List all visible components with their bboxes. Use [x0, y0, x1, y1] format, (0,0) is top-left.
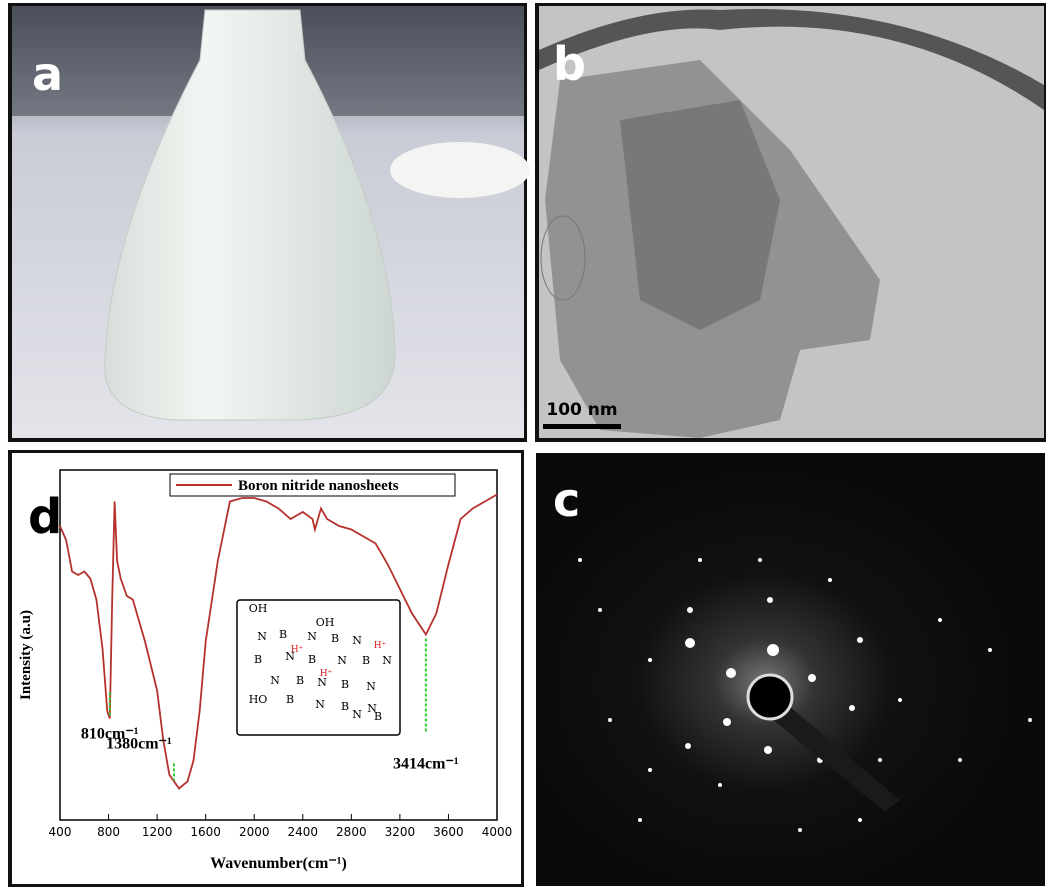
diffraction-spot: [849, 705, 855, 711]
diffraction-spot: [857, 637, 863, 643]
diffraction-spot: [578, 558, 582, 562]
inset-atom: B: [279, 628, 287, 641]
diffraction-spot: [767, 597, 773, 603]
diffraction-spot: [798, 828, 802, 832]
diffraction-spot: [938, 618, 942, 622]
inset-atom: HO: [249, 693, 268, 706]
x-tick-label: 800: [97, 825, 120, 839]
diffraction-spot: [1028, 718, 1032, 722]
scale-bar-label: 100 nm: [546, 400, 617, 420]
x-tick-label: 3200: [385, 825, 416, 839]
inset-atom: N: [315, 698, 325, 711]
photo-roll: [390, 142, 530, 198]
inset-atom: B: [341, 678, 349, 691]
beam-stop: [748, 675, 792, 719]
diffraction-spot: [718, 783, 722, 787]
x-tick-label: 2000: [239, 825, 270, 839]
diffraction-spot: [726, 668, 736, 678]
inset-atom: N: [257, 630, 267, 643]
inset-atom: N: [382, 654, 392, 667]
x-tick-label: 1600: [190, 825, 221, 839]
diffraction-spot: [808, 674, 816, 682]
inset-atom: OH: [249, 602, 268, 615]
inset-atom: B: [362, 654, 370, 667]
inset-atom: N: [270, 674, 280, 687]
annotation-label: 3414cm⁻¹: [393, 756, 459, 773]
x-axis-label: Wavenumber(cm⁻¹): [210, 855, 347, 872]
diffraction-spot: [858, 818, 862, 822]
diffraction-spot: [828, 578, 832, 582]
panel-label: b: [553, 37, 586, 91]
inset-atom: B: [254, 653, 262, 666]
diffraction-spot: [958, 758, 962, 762]
inset-atom: B: [308, 653, 316, 666]
diffraction-background: [536, 453, 1045, 886]
diffraction-spot: [685, 743, 691, 749]
inset-proton: H⁺: [291, 645, 304, 655]
inset-proton: H⁺: [320, 669, 333, 679]
x-tick-label: 1200: [142, 825, 173, 839]
diffraction-spot: [723, 718, 731, 726]
x-tick-label: 4000: [482, 825, 513, 839]
panel-label: a: [32, 47, 63, 101]
inset-atom: N: [307, 630, 317, 643]
diffraction-spot: [758, 558, 762, 562]
inset-atom: N: [366, 680, 376, 693]
diffraction-spot: [898, 698, 902, 702]
y-axis-label: Intensity (a.u): [18, 610, 34, 700]
diffraction-spot: [988, 648, 992, 652]
legend-label: Boron nitride nanosheets: [238, 478, 399, 494]
inset-atom: B: [331, 632, 339, 645]
panel-label: c: [553, 473, 580, 527]
inset-atom: N: [352, 708, 362, 721]
inset-atom: N: [337, 654, 347, 667]
x-tick-label: 3600: [433, 825, 464, 839]
figure: a 100 nm b c 400 800 1200 1600 2000 2400 2800 3…: [0, 0, 1047, 890]
diffraction-spot: [608, 718, 612, 722]
diffraction-spot: [685, 638, 695, 648]
diffraction-spot: [878, 758, 882, 762]
inset-atom: B: [286, 693, 294, 706]
x-tick-label: 2400: [288, 825, 319, 839]
diffraction-spot: [764, 746, 772, 754]
x-tick-label: 400: [49, 825, 72, 839]
inset-atom: N: [352, 634, 362, 647]
inset-atom: B: [374, 710, 382, 723]
inset-atom: B: [341, 700, 349, 713]
scale-bar: [543, 424, 621, 429]
panel-label: d: [28, 489, 62, 545]
inset-proton: H⁺: [374, 641, 387, 651]
inset-atom: OH: [316, 616, 335, 629]
diffraction-spot: [687, 607, 693, 613]
diffraction-spot: [648, 768, 652, 772]
diffraction-spot: [698, 558, 702, 562]
diffraction-spot: [767, 644, 779, 656]
x-tick-label: 2800: [336, 825, 367, 839]
diffraction-spot: [638, 818, 642, 822]
inset-atom: B: [296, 674, 304, 687]
annotation-label: 1380cm⁻¹: [106, 736, 172, 753]
diffraction-spot: [648, 658, 652, 662]
diffraction-spot: [598, 608, 602, 612]
